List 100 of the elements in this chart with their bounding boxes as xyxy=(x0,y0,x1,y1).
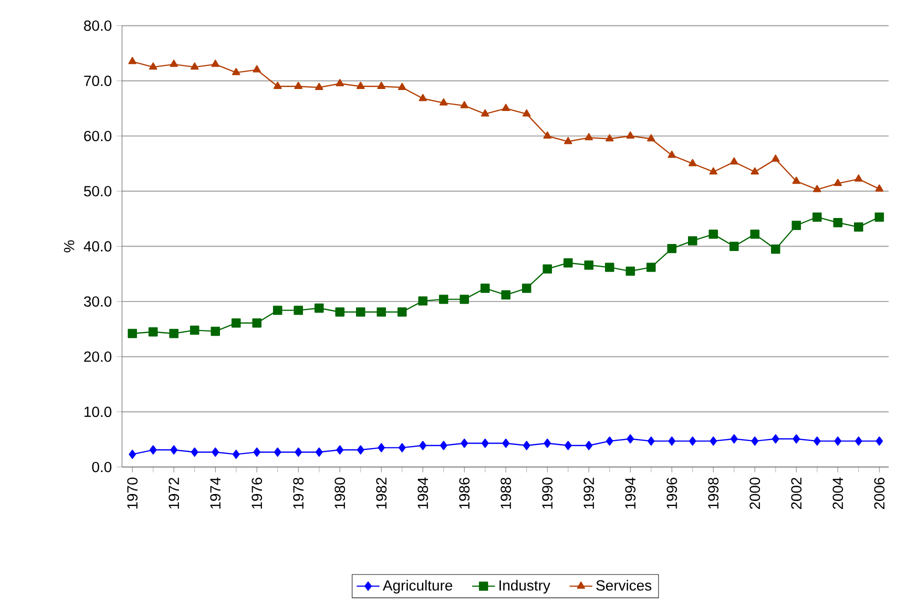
point xyxy=(502,438,510,448)
point xyxy=(482,438,489,448)
point xyxy=(460,438,468,448)
point xyxy=(874,212,884,222)
point xyxy=(730,157,738,165)
point xyxy=(833,218,842,228)
point xyxy=(813,436,821,446)
point xyxy=(730,434,738,444)
point xyxy=(688,158,697,166)
y-tick-label: 10.0 xyxy=(84,406,112,418)
point xyxy=(813,184,822,192)
point xyxy=(128,328,137,338)
point xyxy=(377,82,386,89)
point xyxy=(646,262,656,272)
point xyxy=(688,436,696,446)
point xyxy=(626,434,634,444)
point xyxy=(378,443,385,452)
point xyxy=(357,445,364,454)
point xyxy=(501,290,510,300)
x-tick-label: 1992 xyxy=(584,478,594,509)
point xyxy=(792,434,800,444)
y-tick-label: 50.0 xyxy=(84,186,112,196)
point xyxy=(792,220,801,230)
y-tick-label: 80.0 xyxy=(84,20,112,31)
point xyxy=(274,448,282,457)
point xyxy=(522,109,531,117)
point xyxy=(854,222,864,232)
point xyxy=(648,436,655,446)
point xyxy=(440,98,448,106)
point xyxy=(729,242,739,251)
point xyxy=(294,82,302,89)
point xyxy=(336,445,344,454)
x-tick-label: 1984 xyxy=(418,477,428,509)
point xyxy=(273,306,282,315)
point xyxy=(626,131,634,139)
point xyxy=(876,436,883,446)
point xyxy=(314,304,324,313)
point xyxy=(854,436,862,446)
x-tick-label: 1980 xyxy=(334,478,346,509)
y-tick-label: 30.0 xyxy=(84,296,112,307)
point xyxy=(232,318,241,328)
point xyxy=(398,443,406,452)
point xyxy=(169,328,178,338)
x-tick-label: 1970 xyxy=(127,478,138,509)
x-tick-label: 1972 xyxy=(168,478,180,509)
point xyxy=(148,327,158,336)
point xyxy=(606,134,614,142)
x-tick-label: 1994 xyxy=(625,477,636,509)
y-tick-label: 40.0 xyxy=(84,241,112,252)
point xyxy=(460,294,469,304)
point xyxy=(253,448,260,457)
y-axis-title: % xyxy=(64,240,74,252)
point xyxy=(190,62,199,70)
point xyxy=(584,133,593,140)
point xyxy=(564,136,572,144)
point xyxy=(128,450,136,459)
point xyxy=(750,167,759,174)
x-tick-label: 2002 xyxy=(791,478,802,509)
y-tick-label: 0.0 xyxy=(92,462,112,472)
y-tick-label: 20.0 xyxy=(84,351,112,362)
point xyxy=(605,262,614,272)
point xyxy=(191,448,198,457)
point xyxy=(564,440,572,450)
point xyxy=(770,244,780,254)
legend-label: Agriculture xyxy=(382,580,452,594)
x-tick-label: 1976 xyxy=(252,478,262,509)
point xyxy=(212,448,219,457)
legend-label: Services xyxy=(596,580,652,591)
point xyxy=(542,264,552,274)
point xyxy=(502,104,510,112)
point xyxy=(585,440,592,450)
point xyxy=(606,436,614,446)
point xyxy=(564,258,573,268)
x-tick-label: 1996 xyxy=(666,478,678,509)
point xyxy=(667,244,676,254)
point xyxy=(772,434,780,444)
point xyxy=(149,62,158,70)
x-tick-label: 1986 xyxy=(459,478,470,509)
x-tick-label: 2000 xyxy=(750,478,760,509)
point xyxy=(522,284,532,293)
point xyxy=(170,445,178,454)
x-tick-label: 1988 xyxy=(500,478,512,509)
point xyxy=(419,440,426,450)
x-tick-label: 1990 xyxy=(542,478,553,509)
point xyxy=(772,154,780,162)
point xyxy=(668,150,676,158)
x-tick-label: 1982 xyxy=(376,478,387,509)
point xyxy=(170,60,178,67)
point xyxy=(626,266,635,276)
point xyxy=(544,438,551,448)
point xyxy=(252,318,262,328)
x-tick-label: 2004 xyxy=(832,477,844,509)
point xyxy=(481,109,490,117)
point xyxy=(335,307,344,317)
point xyxy=(440,440,448,450)
point xyxy=(252,65,261,72)
point xyxy=(750,230,760,239)
point xyxy=(336,79,344,86)
point xyxy=(875,184,884,192)
point xyxy=(128,56,136,64)
